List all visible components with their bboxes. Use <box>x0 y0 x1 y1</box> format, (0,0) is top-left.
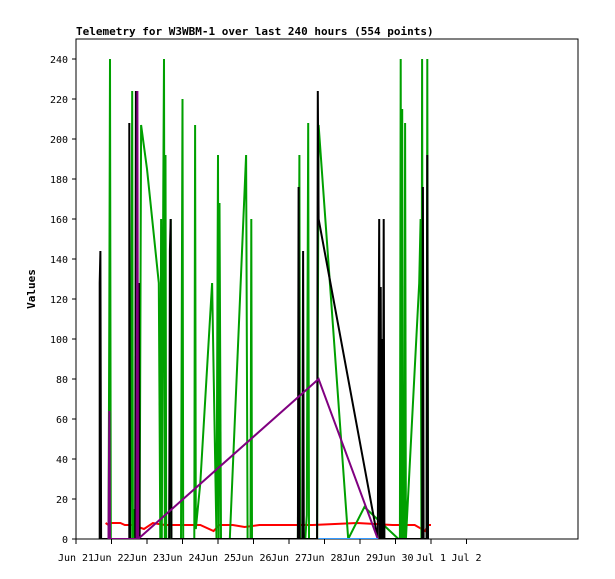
y-tick-label: 160 <box>50 215 68 226</box>
y-tick-label: 180 <box>50 175 68 186</box>
series-line-2 <box>107 58 429 539</box>
y-tick-label: 100 <box>50 335 68 346</box>
y-tick-label: 140 <box>50 255 68 266</box>
y-tick-label: 220 <box>50 95 68 106</box>
y-tick-label: 200 <box>50 135 68 146</box>
x-tick-label: Jun 30 <box>377 553 413 564</box>
y-tick-label: 60 <box>56 415 68 426</box>
y-tick-label: 40 <box>56 455 68 466</box>
y-tick-label: 80 <box>56 375 68 386</box>
x-axis: Jun 21 Jun 22 Jun 23 Jun 24 Jun 25 Jun 26 Jun … <box>58 539 482 564</box>
series-line-4 <box>107 90 379 539</box>
x-tick-label: Jun 27 <box>271 553 307 564</box>
series-layer <box>98 58 431 539</box>
x-tick-label: Jun 28 <box>306 553 342 564</box>
x-tick-label: Jun 23 <box>129 553 165 564</box>
x-tick-label: Jun 26 <box>235 553 271 564</box>
x-tick-label: Jun 21 <box>58 553 94 564</box>
x-tick-label: Jul 1 <box>416 553 446 564</box>
x-tick-label: Jul 2 <box>451 553 481 564</box>
y-axis-label: Values <box>25 269 38 309</box>
y-tick-label: 240 <box>50 55 68 66</box>
x-tick-label: Jun 22 <box>93 553 129 564</box>
chart-title: Telemetry for W3WBM-1 over last 240 hour… <box>76 25 434 38</box>
y-axis: 0 20 40 60 80 100 120 140 160 180 200 220 240 <box>50 55 76 546</box>
x-tick-label: Jun 24 <box>164 553 200 564</box>
plot-area <box>75 38 579 540</box>
y-tick-label: 0 <box>62 535 68 546</box>
x-tick-label: Jun 29 <box>342 553 378 564</box>
y-tick-label: 20 <box>56 495 68 506</box>
series-line-3 <box>98 90 429 539</box>
y-tick-label: 120 <box>50 295 68 306</box>
x-tick-label: Jun 25 <box>200 553 236 564</box>
